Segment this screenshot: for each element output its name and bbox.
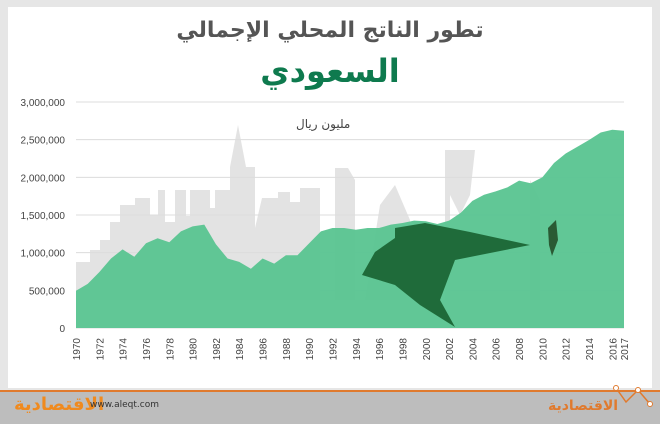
x-tick-label: 1976: [142, 338, 153, 361]
x-tick-label: 2002: [445, 338, 456, 361]
y-tick-label: 1,000,000: [21, 249, 66, 260]
y-tick-label: 2,500,000: [21, 136, 66, 147]
y-tick-label: 0: [59, 324, 65, 335]
unit-label: مليون ريال: [296, 117, 350, 131]
x-tick-label: 2012: [562, 338, 573, 361]
x-tick-label: 2006: [492, 338, 503, 361]
x-tick-label: 1988: [282, 338, 293, 361]
x-tick-label: 1990: [305, 338, 316, 361]
line-graph-icon: [612, 384, 658, 410]
x-tick-label: 1986: [259, 338, 270, 361]
x-tick-label: 1972: [95, 338, 106, 361]
x-tick-label: 2016: [608, 338, 619, 361]
x-tick-label: 1980: [189, 338, 200, 361]
footer-bar: الاقتصادية www.aleqt.com الاقتصادية: [0, 390, 660, 424]
x-tick-label: 2000: [422, 338, 433, 361]
x-tick-label: 1984: [235, 338, 246, 361]
x-tick-label: 2004: [468, 338, 479, 361]
y-tick-label: 1,500,000: [21, 211, 66, 222]
x-tick-label: 2017: [620, 338, 631, 361]
y-tick-label: 2,000,000: [21, 173, 66, 184]
x-tick-label: 1970: [72, 338, 83, 361]
x-tick-label: 1978: [165, 338, 176, 361]
x-tick-label: 1982: [212, 338, 223, 361]
x-tick-label: 1996: [375, 338, 386, 361]
y-tick-label: 3,000,000: [21, 98, 66, 109]
x-tick-label: 2010: [538, 338, 549, 361]
brand-text: الاقتصادية: [548, 398, 618, 414]
area-chart: 0 500,000 1,000,000 1,500,000 2,000,000 2,500…: [0, 0, 660, 390]
x-tick-label: 1992: [329, 338, 340, 361]
website-link[interactable]: www.aleqt.com: [90, 400, 159, 410]
x-tick-label: 1994: [352, 338, 363, 361]
x-tick-label: 2008: [515, 338, 526, 361]
y-tick-label: 500,000: [29, 286, 66, 297]
x-tick-label: 1974: [119, 338, 130, 361]
x-tick-label: 1998: [398, 338, 409, 361]
x-tick-label: 2014: [585, 338, 596, 361]
